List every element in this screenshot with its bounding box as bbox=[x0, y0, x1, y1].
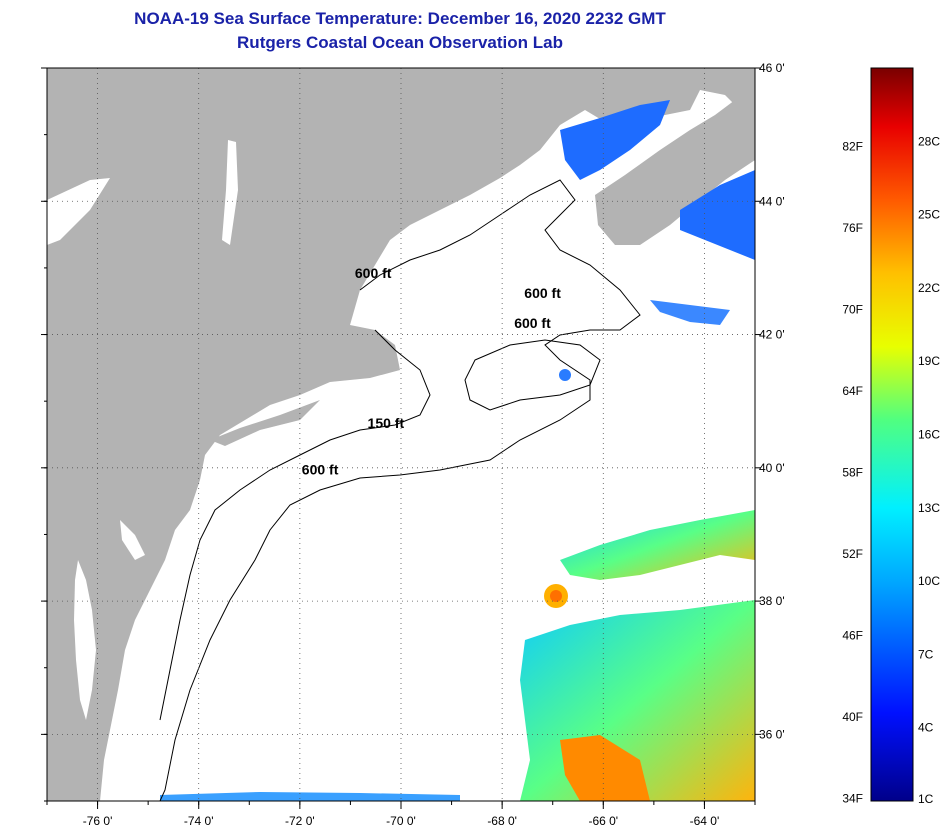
colorbar-c-label: 10C bbox=[918, 574, 940, 588]
lon-tick-label: -66 0' bbox=[588, 814, 618, 828]
contour-georges-bank bbox=[464, 339, 601, 411]
colorbar-c-label: 16C bbox=[918, 428, 940, 442]
chart-title: NOAA-19 Sea Surface Temperature: Decembe… bbox=[134, 9, 666, 28]
colorbar-labels: 34F 40F 46F 52F 58F 64F 70F 76F 82F 1C 4C 7C 10C 13C 1… bbox=[842, 134, 940, 806]
sst-gulf-stream-north bbox=[560, 510, 755, 580]
delaware-bay bbox=[120, 520, 145, 560]
lake bbox=[47, 178, 110, 245]
colorbar-f-label: 40F bbox=[842, 710, 863, 724]
nova-scotia bbox=[595, 90, 755, 245]
colorbar-f-label: 46F bbox=[842, 628, 863, 642]
sst-gulf-st-lawrence bbox=[560, 100, 670, 180]
sst-south-strip bbox=[160, 792, 460, 801]
colorbar-c-label: 25C bbox=[918, 208, 940, 222]
contour-label: 600 ft bbox=[355, 265, 392, 281]
colorbar-f-label: 52F bbox=[842, 547, 863, 561]
colorbar-c-label: 19C bbox=[918, 354, 940, 368]
lon-tick-label: -70 0' bbox=[386, 814, 416, 828]
contour-label: 150 ft bbox=[368, 415, 405, 431]
colorbar-c-label: 28C bbox=[918, 134, 940, 148]
contour-label: 600 ft bbox=[514, 315, 551, 331]
sst-patch bbox=[650, 300, 730, 325]
lat-tick-label: 44 0' bbox=[759, 194, 785, 208]
lat-tick-label: 40 0' bbox=[759, 461, 785, 475]
colorbar-f-label: 76F bbox=[842, 221, 863, 235]
axis-ticks: -76 0' -74 0' -72 0' -70 0' -68 0' -66 0' -64 … bbox=[41, 61, 785, 828]
land-mass bbox=[47, 68, 755, 801]
colorbar-f-label: 64F bbox=[842, 384, 863, 398]
chart-subtitle: Rutgers Coastal Ocean Observation Lab bbox=[237, 33, 563, 52]
lat-tick-label: 46 0' bbox=[759, 61, 785, 75]
sst-warm-core bbox=[560, 735, 650, 801]
colorbar-c-label: 7C bbox=[918, 647, 934, 661]
lon-tick-label: -72 0' bbox=[285, 814, 315, 828]
lat-tick-label: 38 0' bbox=[759, 594, 785, 608]
lake-champlain bbox=[222, 140, 238, 245]
lon-tick-label: -64 0' bbox=[690, 814, 720, 828]
colorbar-f-label: 70F bbox=[842, 303, 863, 317]
contour-600ft-outer bbox=[159, 179, 641, 801]
contour-150ft bbox=[159, 329, 431, 721]
colorbar-f-label: 58F bbox=[842, 466, 863, 480]
sst-spot bbox=[559, 369, 571, 381]
lon-tick-label: -68 0' bbox=[487, 814, 517, 828]
contour-label: 600 ft bbox=[302, 461, 339, 477]
contour-labels: 600 ft 600 ft 600 ft 150 ft 600 ft bbox=[302, 265, 561, 478]
lat-tick-label: 36 0' bbox=[759, 727, 785, 741]
sst-eddy-core bbox=[550, 590, 562, 602]
long-island bbox=[210, 400, 320, 446]
colorbar-c-label: 22C bbox=[918, 281, 940, 295]
lon-tick-label: -74 0' bbox=[184, 814, 214, 828]
colorbar-f-label: 34F bbox=[842, 791, 863, 805]
lon-tick-label: -76 0' bbox=[83, 814, 113, 828]
colorbar bbox=[870, 67, 914, 802]
colorbar-c-label: 4C bbox=[918, 721, 934, 735]
colorbar-c-label: 1C bbox=[918, 792, 934, 806]
colorbar-f-label: 82F bbox=[842, 140, 863, 154]
chesapeake-bay bbox=[74, 560, 96, 720]
contour-label: 600 ft bbox=[524, 285, 561, 301]
sst-scotian-shelf bbox=[680, 170, 755, 260]
colorbar-c-label: 13C bbox=[918, 501, 940, 515]
lat-tick-label: 42 0' bbox=[759, 328, 785, 342]
